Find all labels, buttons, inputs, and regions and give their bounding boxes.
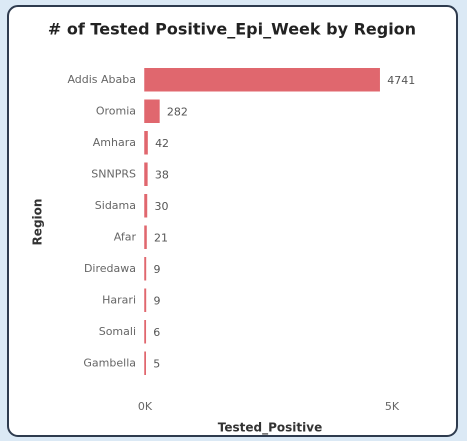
y-axis-title: Region	[31, 199, 45, 246]
bar	[144, 225, 147, 249]
data-label: 6	[153, 326, 160, 339]
data-label: 282	[167, 105, 188, 118]
data-label: 38	[155, 168, 169, 181]
bar	[144, 162, 148, 186]
bar	[144, 131, 148, 155]
y-tick-label: Harari	[102, 293, 136, 306]
y-tick-label: Amhara	[93, 136, 136, 149]
y-tick-label: Diredawa	[84, 262, 136, 275]
data-label: 9	[153, 294, 160, 307]
x-axis-title: Tested_Positive	[218, 421, 322, 436]
y-tick-label: Afar	[114, 230, 137, 243]
bar	[144, 194, 148, 218]
x-tick-label: 5K	[385, 400, 400, 413]
data-label: 30	[154, 200, 168, 213]
y-tick-label: SNNPRS	[91, 167, 136, 180]
bar	[144, 99, 160, 123]
y-tick-label: Somali	[99, 325, 136, 338]
data-label: 42	[155, 137, 169, 150]
x-tick-label: 0K	[138, 400, 153, 413]
data-label: 4741	[387, 74, 415, 87]
data-label: 9	[153, 263, 160, 276]
card	[7, 5, 458, 437]
data-label: 5	[153, 357, 160, 370]
bar	[144, 68, 380, 92]
chart-title: # of Tested Positive_Epi_Week by Region	[48, 20, 416, 39]
y-tick-label: Gambella	[83, 356, 136, 369]
y-tick-label: Addis Ababa	[67, 73, 136, 86]
data-label: 21	[154, 231, 168, 244]
y-tick-label: Sidama	[95, 199, 136, 212]
y-tick-label: Oromia	[96, 104, 136, 117]
